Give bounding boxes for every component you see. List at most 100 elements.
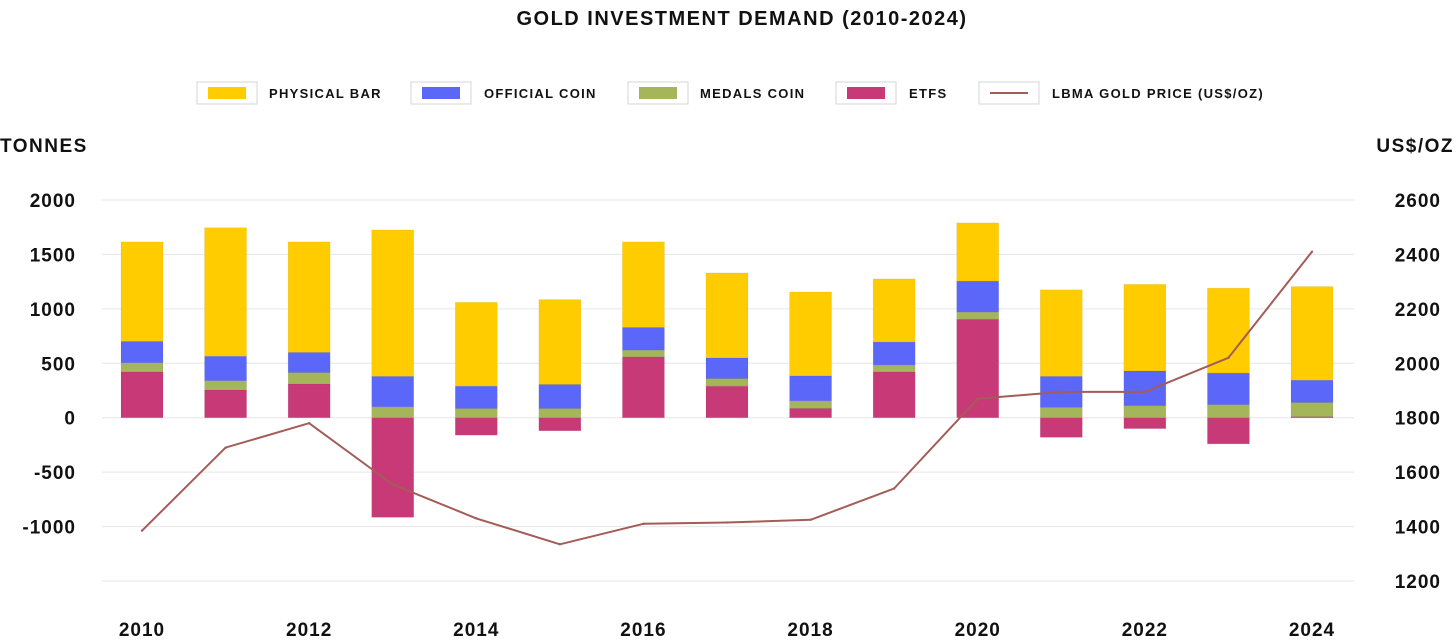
price-point-2017 [725,521,729,524]
bar-medals-coin-2023 [1207,404,1250,419]
bar-medals-coin-2018 [789,400,832,409]
bar-group-2010 [120,241,164,419]
bar-physical-bar-2010 [120,241,164,342]
price-point-2012 [307,421,311,425]
bar-physical-bar-2014 [454,302,498,387]
y-tick-right: 1400 [1395,518,1441,539]
bar-etfs-2015 [538,417,582,432]
legend-item-medals-coin: MEDALS COIN [627,81,804,105]
chart-title: GOLD INVESTMENT DEMAND (2010-2024) [516,8,967,30]
y-tick-left: 1000 [30,300,76,321]
bar-group-2016 [622,241,665,419]
price-point-2019 [892,487,896,490]
bar-etfs-2019 [872,371,916,419]
bar-etfs-2022 [1123,417,1167,429]
bar-physical-bar-2021 [1039,289,1083,377]
x-tick: 2010 [119,620,165,641]
bar-medals-coin-2015 [538,408,582,419]
y-tick-right: 1200 [1395,572,1441,593]
bar-etfs-2010 [120,371,164,419]
bar-official-coin-2015 [538,384,582,409]
bar-etfs-2013 [371,417,415,518]
price-line-group [140,250,1314,546]
legend-item-physical-bar: PHYSICAL BAR [196,81,382,105]
y-tick-left: 500 [41,354,76,375]
bar-group-2015 [538,299,582,432]
bar-medals-coin-2017 [705,378,749,387]
bar-group-2021 [1039,289,1083,438]
bar-physical-bar-2024 [1290,286,1334,381]
y-tick-left: -1000 [22,518,76,539]
bar-medals-coin-2021 [1039,407,1083,419]
price-point-2016 [642,522,645,526]
y-tick-right: 2000 [1395,354,1441,375]
bar-group-2019 [872,278,916,419]
price-point-2013 [391,483,394,486]
bar-etfs-2014 [454,417,498,436]
bar-group-2018 [789,291,832,419]
bar-group-2023 [1207,287,1250,445]
bar-official-coin-2023 [1207,372,1250,405]
price-point-2015 [558,543,562,546]
bar-group-2017 [705,272,749,419]
y-tick-left: 1500 [30,245,76,266]
bar-official-coin-2022 [1123,370,1167,407]
bar-medals-coin-2012 [287,372,331,385]
bar-medals-coin-2022 [1123,405,1167,419]
bar-official-coin-2016 [622,327,665,351]
y-tick-left: 0 [64,409,76,430]
bar-official-coin-2012 [287,352,331,373]
bar-medals-coin-2011 [204,380,247,391]
bar-physical-bar-2019 [872,278,916,343]
bar-medals-coin-2013 [371,406,415,419]
y-axis-title-right: US$/OZ [1376,136,1454,157]
y-tick-right: 2400 [1395,245,1441,266]
bar-official-coin-2010 [120,341,164,364]
x-tick: 2014 [453,620,499,641]
bar-etfs-2016 [622,356,665,419]
x-tick: 2012 [286,620,332,641]
bar-group-2024 [1290,286,1334,419]
x-tick: 2022 [1122,620,1168,641]
bar-medals-coin-2010 [120,362,164,373]
x-tick: 2024 [1289,620,1335,641]
bar-etfs-2018 [789,408,832,419]
bar-physical-bar-2012 [287,241,331,353]
bar-official-coin-2013 [371,376,415,408]
bar-physical-bar-2013 [371,229,415,377]
bar-physical-bar-2015 [538,299,582,385]
y-tick-right: 2200 [1395,300,1441,321]
y-tick-right: 1600 [1395,463,1441,484]
bar-group-2022 [1123,284,1167,429]
bar-physical-bar-2011 [204,227,247,357]
bar-physical-bar-2017 [705,272,749,359]
bar-official-coin-2011 [204,355,247,382]
legend-swatch-etfs [847,87,885,99]
bar-physical-bar-2016 [622,241,665,328]
y-ticks-left: 2000 1500 1000 500 0 -500 -1000 [22,191,76,539]
bar-physical-bar-2022 [1123,284,1167,372]
price-point-2018 [809,518,812,521]
y-axis-title-left: TONNES [0,136,88,157]
y-tick-left: 2000 [30,191,76,212]
bar-official-coin-2018 [789,375,832,402]
price-point-2010 [140,529,144,532]
bar-etfs-2023 [1207,417,1250,445]
bar-medals-coin-2014 [454,408,498,419]
bar-medals-coin-2019 [872,364,916,373]
price-point-2022 [1143,390,1147,394]
x-tick: 2018 [787,620,833,641]
bar-etfs-2021 [1039,417,1083,438]
legend-swatch-medals-coin [639,87,677,99]
legend-swatch-official-coin [422,87,460,99]
legend-label-physical-bar: PHYSICAL BAR [269,86,382,101]
bar-physical-bar-2020 [956,222,1000,282]
y-tick-left: -500 [34,463,76,484]
bar-official-coin-2024 [1290,379,1334,403]
price-point-2011 [224,446,227,449]
price-point-2014 [475,517,478,520]
x-ticks: 2010 2012 2014 2016 2018 2020 2022 2024 [119,620,1335,641]
legend-item-etfs: ETFS [835,81,946,105]
price-point-2023 [1227,356,1230,360]
